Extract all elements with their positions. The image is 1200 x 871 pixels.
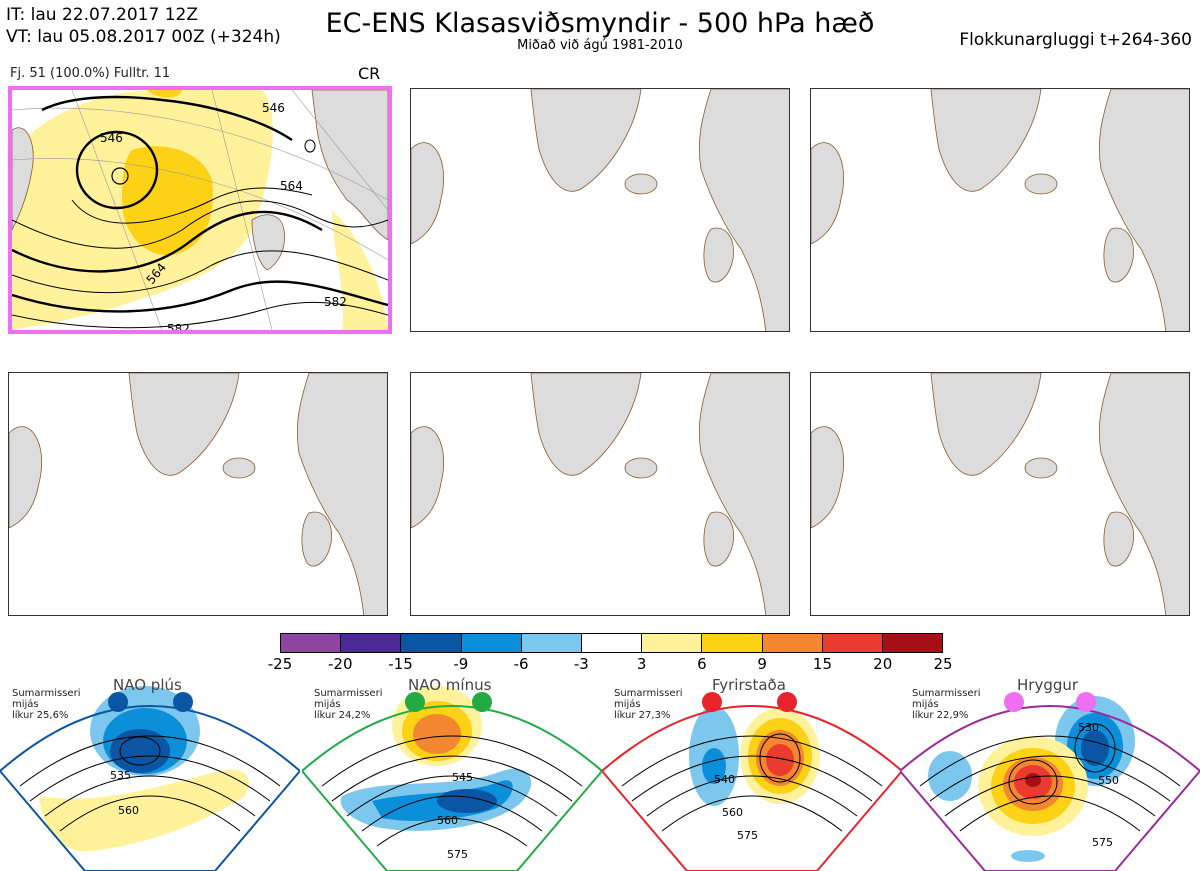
colorbar-swatch (581, 634, 643, 652)
panel-info: Fj. 51 (100.0%) Fulltr. 11 (10, 66, 171, 81)
page-title: EC-ENS Klasasviðsmyndir - 500 hPa hæð (325, 8, 875, 39)
regime-name: NAO plús (113, 676, 182, 694)
regime-likelihood: líkur 27,3% (614, 710, 671, 721)
regime-map-nao-minus: 545 560 575 (302, 686, 602, 871)
regime-mode: mijás (614, 699, 641, 710)
colorbar-tick-label: -15 (388, 655, 413, 673)
regime-map-blocking: 540 560 575 (602, 692, 902, 871)
colorbar (280, 633, 943, 653)
initial-time: IT: lau 22.07.2017 12Z (6, 5, 198, 25)
contour-label: 546 (100, 131, 123, 145)
regime-mode: mijás (912, 699, 939, 710)
regime-contour-label: 550 (1098, 774, 1119, 787)
colorbar-tick-label: 15 (812, 655, 832, 673)
base-map-3 (811, 89, 1189, 331)
regime-meta: Sumarmisseri mijás líkur 25,6% (12, 688, 80, 721)
colorbar-ticks: -25 -20 -15 -9 -6 -3 3 6 9 15 20 25 (250, 655, 970, 675)
colorbar-tick-label: 20 (873, 655, 893, 673)
regime-contour-label: 530 (1078, 721, 1099, 734)
regime-contour-label: 535 (110, 769, 131, 782)
contour-label: 582 (167, 322, 190, 330)
regime-likelihood: líkur 24,2% (314, 710, 371, 721)
regime-contour-label: 545 (452, 771, 473, 784)
colorbar-tick-label: -9 (453, 655, 469, 673)
cluster-map-5[interactable] (410, 372, 790, 616)
valid-time: VT: lau 05.08.2017 00Z (+324h) (6, 27, 281, 47)
base-map-4 (9, 373, 387, 615)
regime-contour-label: 575 (447, 848, 468, 861)
regime-mode: mijás (12, 699, 39, 710)
colorbar-swatch (642, 634, 703, 652)
colorbar-swatch (401, 634, 462, 652)
cluster-map-3[interactable] (810, 88, 1190, 332)
regime-season: Sumarmisseri (12, 688, 81, 699)
regime-likelihood: líkur 22,9% (912, 710, 969, 721)
classification-window: Flokkunargluggi t+264-360 (959, 30, 1192, 50)
colorbar-tick-label: -20 (328, 655, 353, 673)
cluster-map-4[interactable] (8, 372, 388, 616)
panel-tag: CR (358, 64, 381, 83)
colorbar-swatch (702, 634, 763, 652)
base-map-5 (411, 373, 789, 615)
regime-nao-plus[interactable]: 535 560 NAO plús Sumarmisseri mijás líku… (0, 676, 300, 871)
contour-label: 546 (262, 101, 285, 115)
regime-name: Hryggur (1017, 676, 1079, 694)
colorbar-swatch (521, 634, 582, 652)
regime-contour-label: 575 (737, 829, 758, 842)
colorbar-tick-label: -25 (267, 655, 293, 673)
colorbar-tick-label: 25 (933, 655, 953, 673)
colorbar-tick-label: -3 (573, 655, 589, 673)
colorbar-tick-label: 3 (636, 655, 647, 673)
colorbar-swatch (281, 634, 342, 652)
colorbar-tick-label: 6 (697, 655, 707, 673)
cluster-map-2[interactable] (410, 88, 790, 332)
regime-nao-minus[interactable]: 545 560 575 NAO mínus Sumarmisseri mijás… (302, 676, 602, 871)
colorbar-swatch (882, 634, 943, 652)
regime-name: NAO mínus (408, 676, 492, 694)
regime-map-nao-plus: 535 560 (0, 686, 300, 871)
header-times: IT: lau 22.07.2017 12Z VT: lau 05.08.201… (6, 4, 281, 48)
page-subtitle: Miðað við ágú 1981-2010 (517, 38, 683, 53)
regime-contour-label: 560 (118, 804, 139, 817)
regime-mode: mijás (314, 699, 341, 710)
regime-season: Sumarmisseri (314, 688, 383, 699)
regime-contour-label: 575 (1092, 836, 1113, 849)
colorbar-tick-label: 9 (757, 655, 767, 673)
cluster-map-1[interactable]: 546 546 564 564 582 582 (8, 86, 392, 334)
colorbar-tick-label: -6 (513, 655, 529, 673)
regime-meta: Sumarmisseri mijás líkur 27,3% (614, 688, 682, 721)
cluster-map-6[interactable] (810, 372, 1190, 616)
regime-ridge[interactable]: 530 550 575 Hryggur Sumarmisseri mijás l… (900, 676, 1200, 871)
colorbar-swatch (341, 634, 402, 652)
regime-meta: Sumarmisseri mijás líkur 22,9% (912, 688, 980, 721)
regime-map-ridge: 530 550 575 (900, 692, 1200, 871)
regime-name: Fyrirstaða (712, 676, 786, 694)
base-map-6 (811, 373, 1189, 615)
regime-season: Sumarmisseri (614, 688, 683, 699)
regime-season: Sumarmisseri (912, 688, 981, 699)
regime-meta: Sumarmisseri mijás líkur 24,2% (314, 688, 382, 721)
cluster-map-1-svg: 546 546 564 564 582 582 (12, 90, 388, 330)
base-map-2 (411, 89, 789, 331)
regime-contour-label: 540 (714, 773, 735, 786)
regime-contour-label: 560 (722, 806, 743, 819)
colorbar-swatch (762, 634, 823, 652)
contour-label: 564 (280, 179, 303, 193)
regime-likelihood: líkur 25,6% (12, 710, 69, 721)
contour-label: 582 (324, 295, 347, 309)
regime-blocking[interactable]: 540 560 575 Fyrirstaða Sumarmisseri mijá… (602, 676, 902, 871)
colorbar-swatch (461, 634, 522, 652)
regime-contour-label: 560 (437, 814, 458, 827)
colorbar-swatch (822, 634, 883, 652)
